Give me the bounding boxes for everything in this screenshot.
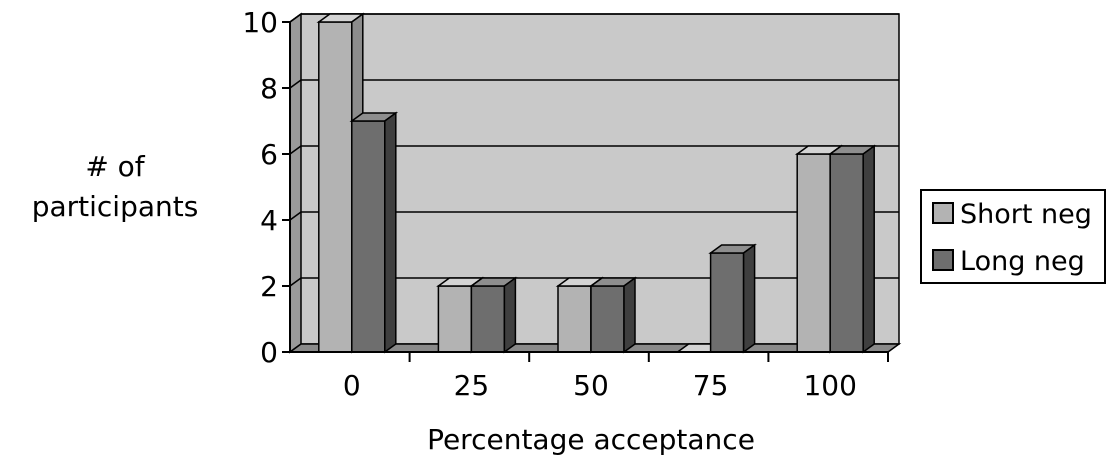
y-tick-labels: 0 2 4 6 8 10: [242, 6, 278, 369]
y-tick-label: 2: [260, 270, 278, 303]
y-tick-label: 0: [260, 336, 278, 369]
legend: Short neg Long neg: [920, 189, 1106, 284]
gridline-side: [289, 211, 302, 221]
gridline-side: [289, 277, 302, 287]
x-axis-label: Percentage acceptance: [427, 423, 755, 456]
x-tick-labels: 0 25 50 75 100: [343, 369, 857, 402]
y-tick-label: 8: [260, 72, 278, 105]
y-axis-label-line2: participants: [32, 190, 199, 223]
legend-label-short-neg: Short neg: [960, 199, 1092, 230]
legend-label-long-neg: Long neg: [960, 246, 1085, 277]
gridline-side: [289, 13, 302, 23]
y-tick-label: 4: [260, 204, 278, 237]
bar-long-neg-50: [588, 276, 638, 354]
bars: [316, 12, 877, 354]
x-tick-label: 50: [573, 369, 609, 402]
bar-long-neg-25: [469, 276, 518, 354]
axes: [282, 21, 889, 362]
x-tick-label: 25: [454, 369, 490, 402]
y-axis-label-line1: # of: [85, 150, 145, 183]
legend-swatch-short-neg: [932, 202, 954, 224]
gridline-side: [289, 145, 302, 155]
y-tick-label: 6: [260, 138, 278, 171]
x-tick-label: 75: [693, 369, 729, 402]
x-tick-label: 0: [343, 369, 361, 402]
bar-long-neg-0: [349, 111, 399, 354]
bar-long-neg-75: [708, 243, 757, 354]
side-wall: [289, 12, 302, 354]
y-tick-label: 10: [242, 6, 278, 39]
x-tick-label: 100: [803, 369, 856, 402]
bar-long-neg-100: [827, 144, 877, 354]
gridline-side: [289, 79, 302, 89]
legend-swatch-long-neg: [932, 249, 954, 271]
